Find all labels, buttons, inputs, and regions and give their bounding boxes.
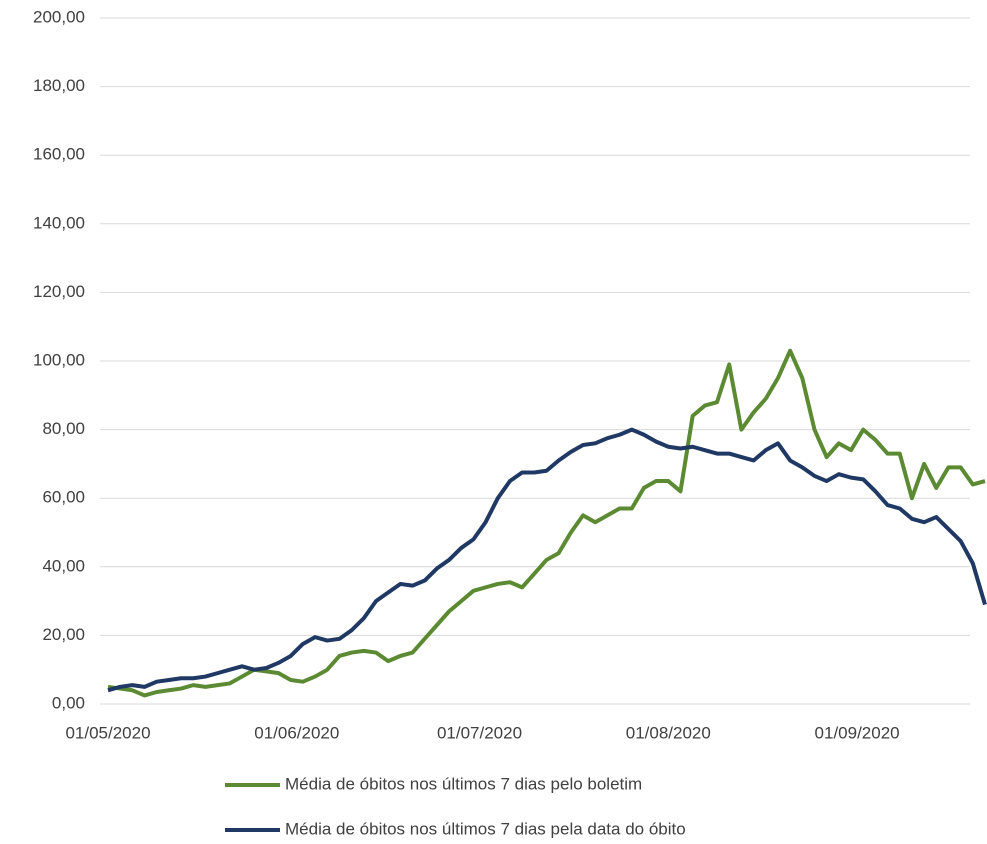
y-tick-label: 180,00 — [33, 76, 85, 95]
legend-label: Média de óbitos nos últimos 7 dias pela … — [285, 819, 686, 838]
y-tick-label: 80,00 — [42, 419, 85, 438]
y-tick-label: 20,00 — [42, 625, 85, 644]
y-tick-label: 140,00 — [33, 213, 85, 232]
x-tick-label: 01/07/2020 — [437, 723, 522, 742]
series-line — [107, 427, 987, 693]
y-tick-label: 200,00 — [33, 7, 85, 26]
y-tick-label: 100,00 — [33, 350, 85, 369]
x-tick-label: 01/08/2020 — [626, 723, 711, 742]
y-tick-label: 60,00 — [42, 488, 85, 507]
x-tick-label: 01/06/2020 — [254, 723, 339, 742]
y-tick-label: 40,00 — [42, 556, 85, 575]
y-tick-label: 0,00 — [52, 693, 85, 712]
y-tick-label: 120,00 — [33, 282, 85, 301]
legend-label: Média de óbitos nos últimos 7 dias pelo … — [285, 774, 642, 793]
x-tick-label: 01/05/2020 — [65, 723, 150, 742]
x-tick-label: 01/09/2020 — [815, 723, 900, 742]
series-line — [107, 348, 986, 698]
y-tick-label: 160,00 — [33, 145, 85, 164]
